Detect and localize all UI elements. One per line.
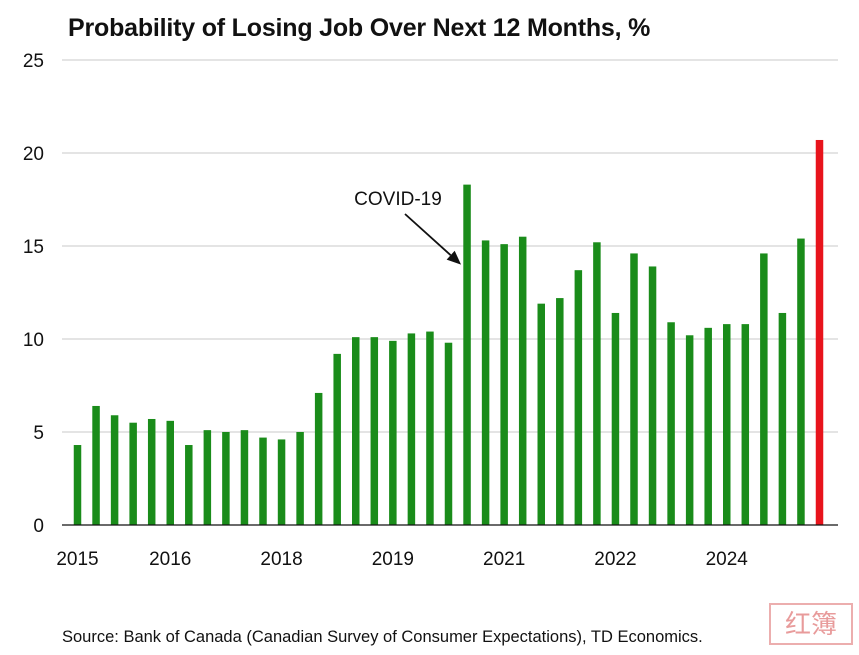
annotation-arrowhead — [446, 250, 462, 265]
bar — [73, 445, 82, 525]
bar — [147, 418, 156, 525]
bar — [110, 415, 119, 525]
x-tick-label: 2022 — [594, 549, 636, 570]
bar — [240, 430, 249, 525]
y-axis-ticks: 0 5 10 15 20 25 — [23, 51, 44, 537]
bar — [296, 432, 304, 525]
bar — [314, 392, 323, 525]
bar — [556, 298, 564, 525]
bar — [185, 445, 193, 525]
x-axis-ticks: 2015 2016 2018 2019 2021 2022 2024 — [56, 549, 748, 570]
bar — [129, 422, 137, 525]
bar — [259, 437, 267, 525]
covid-annotation: COVID-19 — [354, 189, 462, 265]
x-tick-label: 2024 — [706, 549, 749, 570]
bar — [778, 312, 787, 525]
bar — [630, 253, 638, 525]
x-tick-label: 2019 — [372, 549, 414, 570]
bar — [760, 253, 768, 525]
bar — [426, 331, 434, 525]
bar — [92, 405, 100, 525]
bar — [685, 335, 694, 525]
bar — [704, 327, 712, 525]
chart-title: Probability of Losing Job Over Next 12 M… — [68, 14, 651, 42]
bar — [574, 270, 583, 525]
bar — [277, 439, 286, 525]
annotation-arrow — [404, 213, 452, 256]
bar — [444, 342, 453, 525]
bar — [611, 312, 620, 525]
x-tick-label: 2021 — [483, 549, 525, 570]
bar — [333, 353, 341, 525]
bar — [500, 244, 508, 525]
bar — [518, 236, 527, 525]
bar — [222, 432, 230, 525]
bar — [407, 333, 416, 525]
bar — [537, 303, 545, 525]
x-tick-label: 2016 — [149, 549, 191, 570]
bar — [648, 266, 657, 525]
y-tick-label: 20 — [23, 144, 44, 165]
y-tick-label: 25 — [23, 51, 44, 72]
bar — [481, 240, 490, 526]
watermark-seal: 红簿 — [769, 603, 853, 645]
source-note: Source: Bank of Canada (Canadian Survey … — [62, 628, 703, 646]
bar — [352, 337, 360, 525]
y-tick-label: 0 — [33, 516, 44, 537]
annotation-label: COVID-19 — [354, 189, 442, 210]
bar — [203, 430, 212, 525]
bar — [797, 238, 805, 525]
bar — [667, 322, 675, 525]
y-tick-label: 5 — [33, 423, 44, 444]
y-tick-label: 10 — [23, 330, 44, 351]
bar — [723, 324, 731, 525]
x-tick-label: 2018 — [260, 549, 302, 570]
bar — [166, 420, 174, 525]
bar — [463, 184, 471, 525]
bar — [593, 242, 601, 525]
bar — [741, 324, 750, 525]
bar — [389, 340, 397, 525]
bar-latest-highlight — [815, 139, 824, 526]
y-tick-label: 15 — [23, 237, 44, 258]
x-tick-label: 2015 — [56, 549, 98, 570]
bars — [73, 139, 824, 526]
bar — [370, 337, 379, 525]
